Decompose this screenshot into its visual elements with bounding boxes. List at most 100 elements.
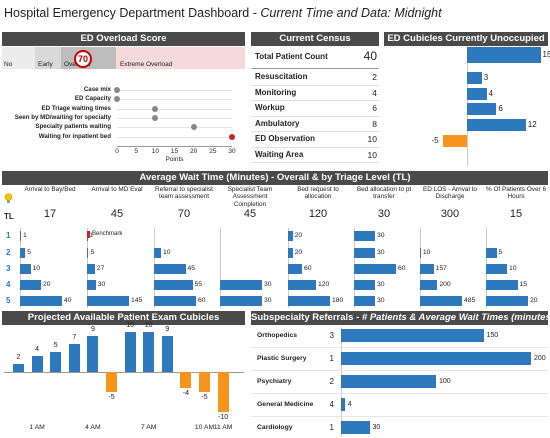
cubicle-bar-label: 6 xyxy=(498,104,503,113)
wait-bar xyxy=(420,264,434,274)
projected-bar xyxy=(31,356,43,372)
wait-bar-label: 45 xyxy=(187,265,196,272)
wait-overall-value: 70 xyxy=(177,208,191,220)
wait-bar-label: 30 xyxy=(377,281,385,288)
subspecialty-wait-label: 30 xyxy=(372,424,381,431)
projected-bar-label: -5 xyxy=(201,394,208,401)
subspecialty-row-divider xyxy=(251,393,548,394)
census-row-label: Workup xyxy=(255,103,285,112)
wait-bar-label: 10 xyxy=(422,249,431,256)
census-row-label: Resuscitation xyxy=(255,72,308,81)
wait-bar-label: 30 xyxy=(264,297,272,304)
wait-column-title: Specialist Team Assessment Completion xyxy=(227,186,273,208)
wait-bar-label: 200 xyxy=(439,281,451,288)
projected-x-tick: 1 AM xyxy=(29,424,45,431)
wait-bar xyxy=(420,248,421,258)
subspecialty-row-divider xyxy=(251,416,548,417)
wait-bar-label: 180 xyxy=(332,297,344,304)
wait-bar xyxy=(20,231,22,241)
census-row-value: 10 xyxy=(367,134,377,144)
cubicle-bar-label: 4 xyxy=(488,89,494,98)
projected-bar xyxy=(50,352,62,372)
census-row-label: ED Observation xyxy=(255,134,316,143)
wait-bar-label: 5 xyxy=(498,249,503,256)
projected-bar xyxy=(106,372,117,392)
cubicle-bar xyxy=(467,103,497,115)
wait-bar-label: 30 xyxy=(264,281,272,288)
census-row-label: Waiting Area xyxy=(255,149,304,159)
subspecialty-bar xyxy=(341,398,345,411)
wait-bar xyxy=(220,296,262,306)
wait-column-title: % Of Patients Over 6 Hours xyxy=(485,186,547,201)
overload-xlabel: Points xyxy=(165,155,184,163)
overload-dot xyxy=(152,105,159,112)
wait-bar xyxy=(220,280,262,290)
wait-bar xyxy=(486,296,528,306)
wait-bar xyxy=(154,280,193,290)
overload-tick-label: 15 xyxy=(170,147,179,155)
census-row-divider xyxy=(251,100,379,101)
wait-overall-value: 30 xyxy=(377,208,391,220)
overload-tick-label: 25 xyxy=(209,147,217,155)
census-row-value: 4 xyxy=(372,87,377,98)
overload-item-label: Waiting for inpatient bed xyxy=(38,132,111,140)
wait-overall-value: 300 xyxy=(440,208,460,220)
overload-dot xyxy=(229,133,235,140)
wait-bar-label: 27 xyxy=(96,265,105,272)
wait-column-title: Arrival to MD Eval xyxy=(91,186,143,193)
projected-x-tick: 11 AM xyxy=(213,424,233,431)
wait-bar xyxy=(288,296,330,306)
overload-gridline xyxy=(117,90,232,91)
cubicle-bar-label: -5 xyxy=(431,136,439,145)
overload-item-label: Seen by MD/waiting for specialty xyxy=(14,113,111,121)
projected-bar-label: 10 xyxy=(126,322,134,329)
subspecialty-label: Orthopedics xyxy=(257,332,298,339)
wait-bar-label: 60 xyxy=(198,297,206,304)
projected-zero-line xyxy=(4,372,244,373)
wait-bar xyxy=(154,296,196,306)
subspecialty-bar xyxy=(341,375,436,388)
projected-bar-label: 7 xyxy=(72,334,77,341)
wait-bar xyxy=(354,248,375,258)
projected-bar xyxy=(217,372,229,412)
subspecialty-wait-label: 4 xyxy=(347,401,352,408)
overload-dot xyxy=(190,124,197,131)
total-patient-value: 40 xyxy=(363,49,377,63)
projected-bar xyxy=(13,364,24,372)
wait-bar xyxy=(288,248,293,258)
overload-item-label: Case mix xyxy=(83,86,111,93)
wait-column-title: Referral to specialist team assessment xyxy=(155,186,213,201)
wait-bar xyxy=(354,264,396,274)
subspecialty-wait-label: 100 xyxy=(439,378,451,385)
wait-bar xyxy=(20,280,41,290)
subspecialty-count: 1 xyxy=(329,423,334,432)
overload-gridline xyxy=(117,127,232,129)
wait-bar-label: 120 xyxy=(318,281,330,288)
wait-bar xyxy=(288,231,293,241)
benchmark-marker xyxy=(87,231,90,238)
triage-level-label: 3 xyxy=(6,264,11,273)
wait-bar xyxy=(354,280,375,290)
subspecialty-count: 1 xyxy=(329,354,334,363)
wait-bar-label: 60 xyxy=(398,265,406,272)
tl-label: TL xyxy=(4,212,14,221)
wait-bar xyxy=(288,264,302,274)
wait-overall-value: 120 xyxy=(308,208,328,220)
wait-bar-label: 10 xyxy=(509,265,517,272)
wait-bar-label: 20 xyxy=(530,297,538,304)
census-row-label: Monitoring xyxy=(255,87,297,97)
projected-bar xyxy=(199,372,210,392)
census-row-value: 10 xyxy=(367,149,377,160)
census-row-label: Ambulatory xyxy=(255,118,300,128)
projected-bar xyxy=(87,336,99,372)
overload-item-label: ED Capacity xyxy=(74,95,111,103)
wait-header: Average Wait Time (Minutes) - Overall & … xyxy=(2,171,548,185)
projected-bar-label: 9 xyxy=(90,326,95,333)
projected-bar-label: 4 xyxy=(35,346,40,353)
overload-score-badge: 70 xyxy=(74,50,92,68)
projected-bar-label: -4 xyxy=(182,390,189,397)
triage-level-label: 5 xyxy=(6,296,11,305)
overload-tick-label: 5 xyxy=(134,147,138,155)
census-row-divider xyxy=(251,115,379,117)
wait-bar xyxy=(486,248,497,258)
